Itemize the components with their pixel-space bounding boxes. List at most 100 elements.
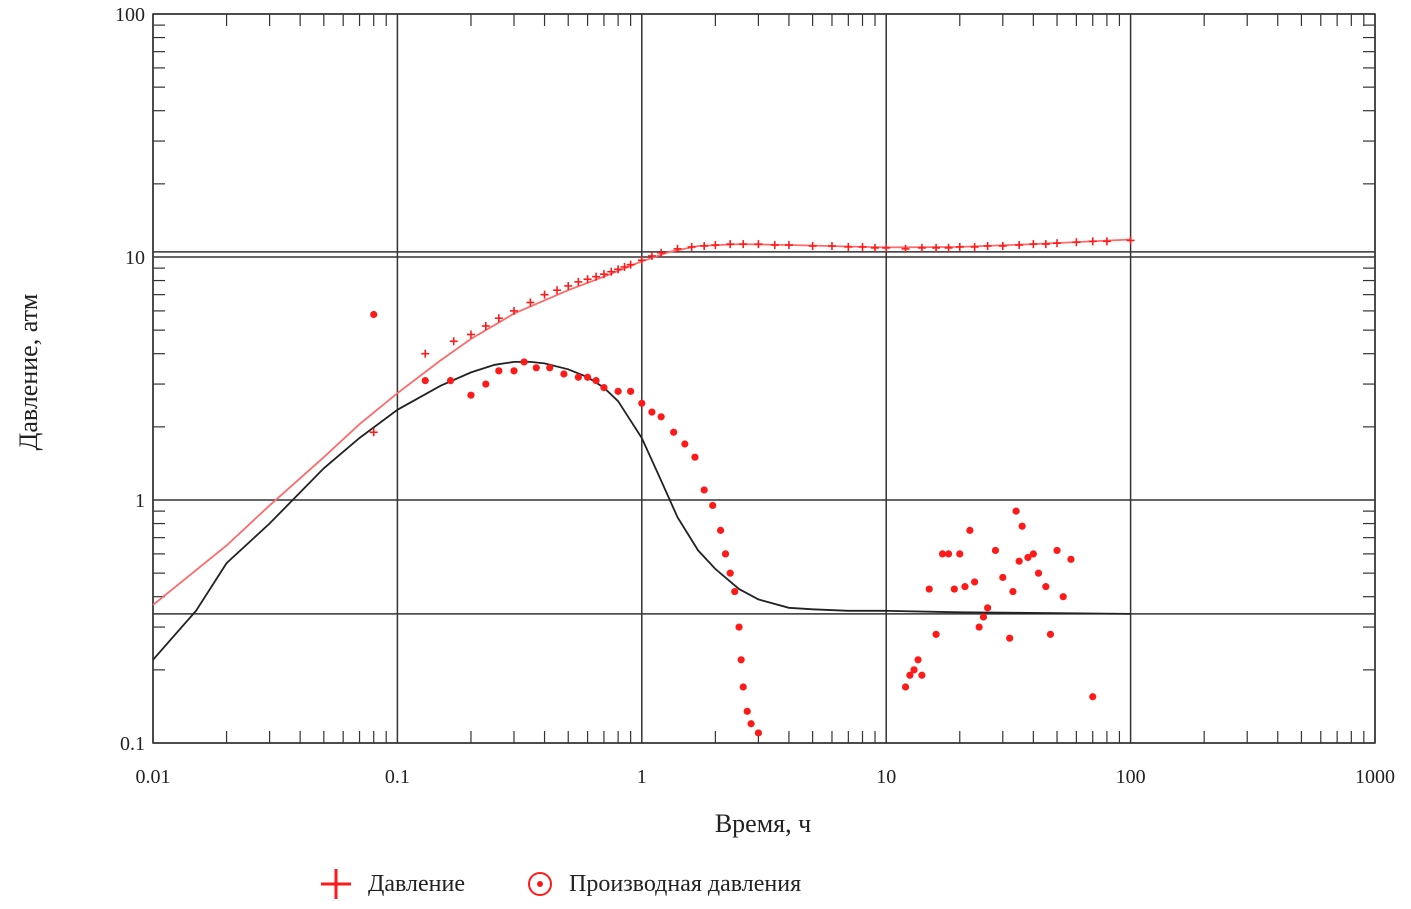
derivative-point: [709, 501, 717, 510]
pressure-point: [998, 241, 1007, 250]
pressure-point: [526, 298, 535, 307]
derivative-point: [1089, 693, 1097, 701]
pressure-point: [1102, 237, 1111, 246]
derivative-point: [520, 358, 528, 366]
derivative-point: [1046, 630, 1055, 638]
pressure-point: [932, 243, 941, 252]
derivative-point: [737, 656, 745, 664]
pressure-point: [449, 337, 458, 346]
pressure-point: [510, 306, 519, 315]
y-tick-labels: 0.1 1 10 100: [115, 4, 145, 755]
pressure-point: [700, 241, 709, 250]
derivative-point: [999, 573, 1007, 582]
derivative-point: [1034, 569, 1043, 577]
derivative-point: [1067, 555, 1075, 563]
pressure-point: [564, 281, 573, 290]
derivative-point: [1015, 557, 1023, 565]
pressure-point: [955, 242, 964, 251]
pressure-point: [827, 241, 836, 250]
legend-item-pressure: Давление: [318, 866, 465, 902]
pressure-point: [592, 272, 601, 281]
pressure-point: [626, 260, 635, 269]
pressure-point: [583, 275, 592, 284]
derivative-point: [991, 546, 1000, 555]
derivative-point: [1012, 507, 1020, 515]
derivative-point: [1024, 553, 1032, 562]
pressure-point: [1029, 240, 1038, 249]
pressure-point: [983, 241, 992, 250]
plot-area: [152, 13, 1376, 744]
derivative-point: [532, 364, 540, 372]
derivative-point: [583, 373, 592, 381]
derivative-point: [614, 387, 622, 395]
pressure-point: [599, 270, 608, 279]
derivative-point: [1006, 634, 1014, 642]
pressure-point: [726, 240, 735, 249]
derivative-point: [691, 453, 699, 461]
derivative-point: [546, 364, 554, 372]
derivative-point: [918, 671, 926, 679]
y-tick-label: 100: [115, 4, 145, 26]
derivative-point: [901, 683, 910, 691]
derivative-point: [681, 440, 689, 448]
derivative-point: [906, 671, 914, 679]
derivative-point: [944, 550, 953, 558]
pressure-point: [711, 241, 720, 250]
legend-label-pressure: Давление: [368, 870, 466, 897]
pressure-point: [1072, 238, 1081, 247]
y-tick-label: 10: [125, 247, 145, 269]
pressure-point: [614, 265, 623, 274]
derivative-point: [735, 623, 743, 631]
derivative-point: [726, 569, 734, 577]
derivative-point: [1029, 550, 1037, 558]
minor-ticks: [153, 14, 1375, 743]
pressure-point: [637, 256, 646, 265]
pressure-point: [687, 242, 696, 251]
derivative-point: [495, 367, 503, 375]
derivative-point: [510, 367, 518, 375]
derivative-point: [446, 376, 455, 385]
pressure-point: [1053, 239, 1062, 248]
x-tick-label: 10: [876, 766, 896, 788]
pressure-point: [369, 428, 378, 437]
derivative-point: [966, 526, 974, 534]
derivative-point: [670, 428, 678, 436]
derivative-point: [467, 391, 475, 399]
pressure-point: [657, 248, 666, 257]
derivative-point: [971, 578, 979, 586]
derivative-point: [638, 399, 646, 407]
pressure-point: [844, 242, 853, 251]
data-points: [369, 236, 1135, 737]
x-tick-label: 1000: [1355, 766, 1395, 788]
pressure-point: [754, 240, 763, 249]
derivative-point: [731, 587, 739, 596]
derivative-point: [592, 376, 600, 385]
pressure-point: [901, 244, 910, 253]
derivative-point: [1053, 546, 1061, 555]
pressure-point: [808, 241, 817, 250]
x-tick-label: 0.01: [136, 766, 171, 788]
derivative-point: [950, 585, 958, 593]
derivative-point: [421, 376, 429, 385]
pressure-point: [917, 243, 926, 252]
derivative-point: [560, 370, 568, 378]
derivative-point: [721, 550, 730, 558]
derivative-point: [1042, 583, 1050, 591]
derivative-point: [716, 526, 725, 534]
pressure-point: [574, 277, 583, 286]
y-axis-label: Давление, атм: [14, 294, 43, 451]
pressure-point: [540, 290, 549, 299]
circle-dot-marker-icon: [528, 872, 553, 896]
derivative-point: [370, 310, 378, 319]
pressure-point: [970, 242, 979, 251]
derivative-point: [1009, 587, 1017, 596]
pressure-point: [607, 267, 616, 276]
pressure-point: [647, 251, 656, 260]
pressure-point: [1126, 236, 1135, 245]
x-tick-labels: 0.01 0.1 1 10 100 1000: [136, 766, 1396, 788]
pressure-point: [466, 330, 475, 339]
derivative-point: [984, 604, 992, 612]
derivative-point: [1018, 522, 1026, 530]
derivative-point: [739, 683, 747, 691]
